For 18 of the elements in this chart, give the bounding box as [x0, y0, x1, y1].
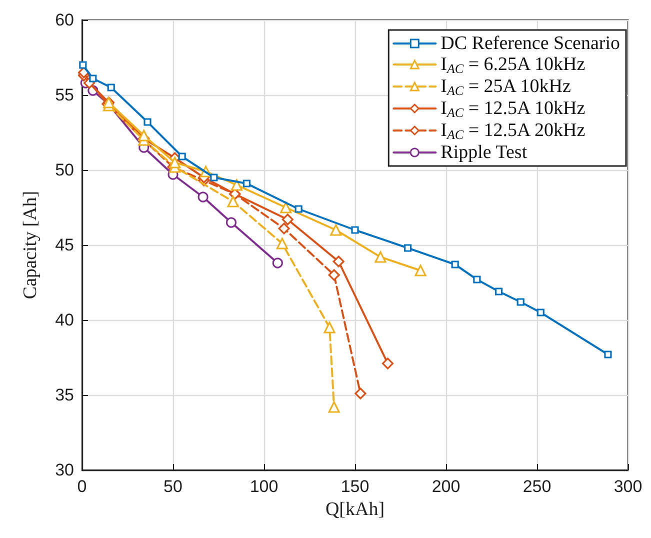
y-tick-label: 55: [55, 86, 74, 104]
y-tick-label: 35: [55, 386, 74, 404]
x-tick-label: 100: [250, 477, 278, 496]
x-tick-label: 0: [77, 477, 87, 496]
legend-label: Ripple Test: [440, 142, 528, 163]
x-tick-label: 150: [340, 477, 370, 496]
x-tick-label: 250: [522, 477, 552, 496]
x-axis-title: Q[kAh]: [325, 499, 385, 520]
x-tick-label: 300: [614, 477, 642, 496]
y-tick-label: 50: [55, 160, 74, 180]
x-tick-label: 200: [432, 477, 460, 496]
y-tick-label: 30: [55, 460, 74, 480]
x-tick-label: 50: [164, 477, 182, 496]
y-tick-label: 40: [55, 310, 74, 330]
y-axis-title: Capacity [Ah]: [20, 190, 41, 300]
legend-label: DC Reference Scenario: [440, 33, 620, 54]
y-tick-label: 60: [55, 10, 74, 30]
y-tick-label: 45: [55, 236, 74, 254]
